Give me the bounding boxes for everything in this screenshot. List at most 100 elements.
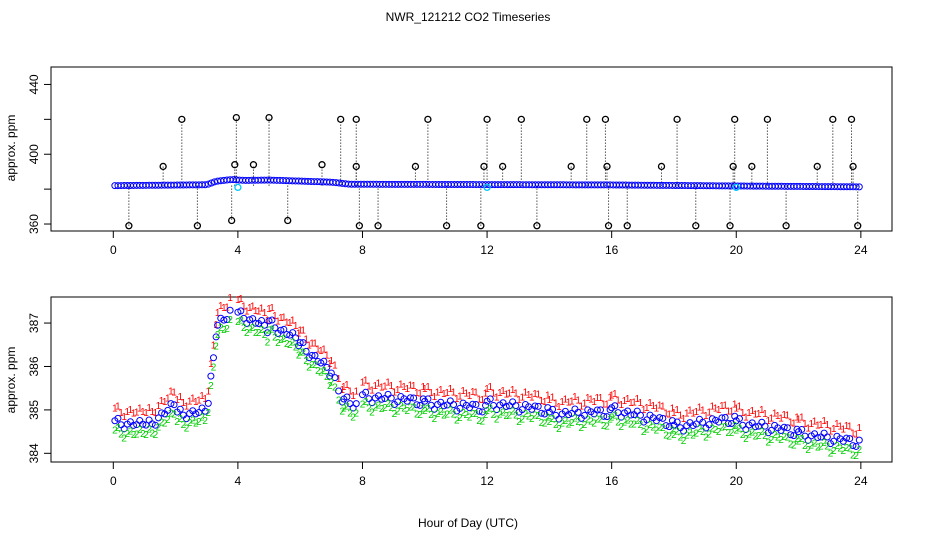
upper-point: 1 bbox=[296, 329, 302, 340]
lower-point: 2 bbox=[269, 325, 275, 336]
upper-point: 1 bbox=[128, 405, 134, 416]
upper-point: 1 bbox=[834, 419, 840, 430]
mean-point bbox=[555, 415, 563, 423]
lower-point: 2 bbox=[177, 414, 183, 425]
lower-point: 2 bbox=[438, 407, 444, 418]
spike-point bbox=[601, 115, 610, 123]
lower-point: 2 bbox=[805, 445, 811, 456]
mean-point bbox=[758, 418, 766, 426]
upper-point: 1 bbox=[118, 408, 124, 419]
lower-point: 2 bbox=[470, 409, 476, 420]
spike-point bbox=[763, 115, 772, 123]
lower-point: 2 bbox=[733, 425, 739, 436]
lower-point: 2 bbox=[312, 360, 318, 371]
lower-point: 2 bbox=[420, 404, 426, 415]
upper-point: 1 bbox=[609, 391, 615, 402]
spike-point bbox=[726, 222, 734, 230]
lower-point: 2 bbox=[654, 425, 660, 436]
y-tick-label: 387 bbox=[27, 313, 41, 333]
upper-point: 1 bbox=[385, 377, 391, 388]
upper-point: 1 bbox=[483, 388, 489, 399]
mean-point bbox=[237, 307, 245, 315]
mean-point bbox=[387, 394, 395, 402]
upper-point: 1 bbox=[454, 394, 460, 405]
mean-point bbox=[212, 333, 220, 341]
lower-point: 2 bbox=[448, 406, 454, 417]
mean-point bbox=[751, 423, 759, 431]
lower-point: 2 bbox=[146, 425, 152, 436]
lower-point: 2 bbox=[329, 378, 335, 389]
lower-point: 2 bbox=[324, 372, 330, 383]
upper-point: 1 bbox=[781, 410, 787, 421]
mean-point bbox=[665, 423, 673, 431]
upper-point: 1 bbox=[290, 316, 296, 327]
upper-point: 1 bbox=[805, 423, 811, 434]
mean-point bbox=[798, 425, 806, 433]
lower-point: 2 bbox=[408, 402, 414, 413]
lower-point: 2 bbox=[281, 334, 287, 345]
upper-point: 1 bbox=[441, 389, 447, 400]
upper-point: 1 bbox=[794, 412, 800, 423]
mean-point bbox=[531, 402, 539, 410]
spike-point bbox=[483, 115, 491, 123]
mean-point bbox=[790, 432, 798, 440]
lower-point: 2 bbox=[336, 396, 342, 407]
lower-point: 2 bbox=[825, 442, 831, 453]
mean-point bbox=[277, 326, 285, 334]
lower-point: 2 bbox=[318, 368, 324, 379]
base-point bbox=[204, 180, 212, 188]
upper-point: 1 bbox=[422, 384, 428, 395]
mean-point bbox=[627, 411, 635, 419]
mean-point bbox=[343, 393, 351, 401]
lower-point: 2 bbox=[857, 445, 863, 456]
mean-point bbox=[148, 420, 156, 428]
lower-point: 2 bbox=[360, 399, 366, 410]
upper-point: 1 bbox=[327, 359, 333, 370]
lower-point: 2 bbox=[454, 416, 460, 427]
upper-point: 1 bbox=[476, 394, 482, 405]
upper-point: 1 bbox=[401, 382, 407, 393]
lower-point: 2 bbox=[607, 414, 613, 425]
mean-point bbox=[296, 339, 304, 347]
upper-point: 1 bbox=[218, 301, 224, 312]
lower-point: 2 bbox=[206, 408, 212, 419]
upper-point: 1 bbox=[253, 306, 259, 317]
lower-point: 2 bbox=[663, 430, 669, 441]
upper-point: 1 bbox=[598, 393, 604, 404]
upper-point: 1 bbox=[347, 387, 353, 398]
upper-point: 1 bbox=[595, 393, 601, 404]
lower-point: 2 bbox=[670, 425, 676, 436]
upper-point: 1 bbox=[828, 427, 834, 438]
upper-point: 1 bbox=[491, 388, 497, 399]
lower-point: 2 bbox=[687, 427, 693, 438]
lower-point: 2 bbox=[484, 406, 490, 417]
mean-point bbox=[742, 425, 750, 433]
lower-point: 2 bbox=[634, 416, 640, 427]
lower-point: 2 bbox=[140, 429, 146, 440]
lower-point: 2 bbox=[272, 333, 278, 344]
lower-point: 2 bbox=[569, 418, 575, 429]
lower-point: 2 bbox=[241, 323, 247, 334]
upper-point: 1 bbox=[457, 391, 463, 402]
upper-point: 1 bbox=[149, 407, 155, 418]
upper-point: 1 bbox=[666, 410, 672, 421]
mean-point bbox=[475, 407, 483, 415]
lower-point: 2 bbox=[376, 400, 382, 411]
lower-point: 2 bbox=[435, 409, 441, 420]
spike-point bbox=[673, 115, 681, 123]
upper-point: 1 bbox=[799, 412, 805, 423]
lower-point: 2 bbox=[341, 404, 347, 415]
upper-point: 1 bbox=[615, 396, 621, 407]
upper-point: 1 bbox=[775, 411, 781, 422]
mean-point bbox=[430, 405, 438, 413]
mean-point bbox=[673, 418, 681, 426]
mean-point bbox=[705, 421, 713, 429]
mean-point bbox=[207, 372, 215, 380]
lower-point: 2 bbox=[609, 412, 615, 423]
mean-point bbox=[136, 417, 144, 425]
spike-point bbox=[352, 115, 360, 123]
upper-point: 1 bbox=[547, 395, 553, 406]
upper-point: 1 bbox=[579, 401, 585, 412]
upper-point: 1 bbox=[625, 394, 631, 405]
